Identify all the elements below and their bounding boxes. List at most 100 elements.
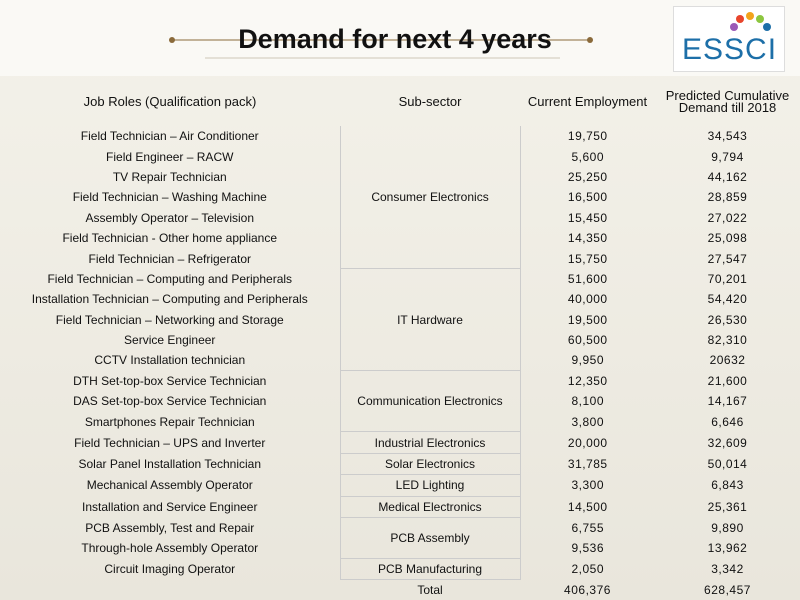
table-row: Field Technician – Refrigerator 15,750 27,…	[0, 248, 800, 268]
sub-sector: PCB Assembly	[339, 517, 521, 559]
current-employment: 5,600	[571, 149, 605, 164]
current-employment: 3,300	[571, 478, 605, 493]
table-row: Circuit Imaging Operator PCB Manufacturin…	[0, 558, 800, 581]
total-predicted: 628,457	[704, 583, 751, 598]
title-bar	[0, 0, 800, 76]
sub-sector: LED Lighting	[339, 474, 521, 497]
predicted-demand: 27,022	[707, 210, 748, 225]
sub-sector: Medical Electronics	[339, 496, 521, 518]
total-row: Total 406,376 628,457	[0, 580, 800, 600]
predicted-demand: 70,201	[707, 271, 748, 286]
current-employment: 14,500	[567, 499, 608, 514]
predicted-demand: 6,646	[711, 414, 744, 429]
current-employment: 14,350	[567, 231, 608, 246]
table-row: Field Technician – Washing Machine 16,500…	[0, 187, 800, 207]
predicted-demand: 50,014	[707, 456, 748, 471]
sub-sector: Consumer Electronics	[339, 126, 521, 270]
job-role: Installation Technician – Computing and …	[31, 292, 308, 307]
table-row: TV Repair Technician 25,250 44,162	[0, 167, 800, 187]
total-current: 406,376	[564, 583, 611, 598]
job-role: Solar Panel Installation Technician	[78, 456, 262, 471]
slide-title: Demand for next 4 years	[238, 24, 552, 54]
job-role: Installation and Service Engineer	[82, 499, 258, 514]
logo-text: ESSCI	[682, 33, 778, 66]
column-header: Predicted Cumulative Demand till 2018	[665, 88, 790, 115]
sub-sector: PCB Manufacturing	[339, 558, 521, 581]
table-row: Mechanical Assembly Operator LED Lighting…	[0, 474, 800, 497]
current-employment: 15,750	[567, 251, 608, 266]
sub-sector: Industrial Electronics	[339, 431, 521, 454]
table-row: Field Technician – UPS and Inverter Indus…	[0, 431, 800, 454]
current-employment: 20,000	[567, 435, 608, 450]
table-row: Smartphones Repair Technician 3,800 6,646	[0, 411, 800, 431]
predicted-demand: 25,098	[707, 231, 748, 246]
predicted-demand: 3,342	[711, 561, 744, 576]
job-role: Field Engineer – RACW	[106, 149, 234, 164]
current-employment: 15,450	[567, 210, 608, 225]
current-employment: 31,785	[567, 456, 608, 471]
job-role: DAS Set-top-box Service Technician	[73, 394, 267, 409]
current-employment: 25,250	[567, 169, 608, 184]
job-role: DTH Set-top-box Service Technician	[73, 373, 267, 388]
sub-sector: IT Hardware	[339, 268, 521, 372]
table-row: Assembly Operator – Television 15,450 27,0…	[0, 208, 800, 228]
total-label: Total	[417, 583, 443, 598]
job-role: PCB Assembly, Test and Repair	[85, 520, 255, 535]
empty-cell	[0, 580, 340, 600]
job-role: Field Technician - Other home appliance	[62, 231, 278, 246]
table-row: Field Technician – Air Conditioner Consum…	[0, 126, 800, 270]
job-role: Assembly Operator – Television	[85, 210, 255, 225]
job-role: Circuit Imaging Operator	[104, 561, 236, 576]
table-row: Field Technician – Networking and Storag…	[0, 310, 800, 330]
job-role: Service Engineer	[124, 333, 216, 348]
job-role: Field Technician – Networking and Storag…	[55, 312, 284, 327]
predicted-demand: 25,361	[707, 499, 748, 514]
current-employment: 9,950	[571, 353, 605, 368]
table-row: CCTV Installation technician 9,950 20632	[0, 350, 800, 370]
job-role: Smartphones Repair Technician	[84, 414, 255, 429]
sub-sector: Communication Electronics	[339, 370, 521, 433]
job-role: Field Technician – Refrigerator	[88, 251, 252, 266]
job-role: TV Repair Technician	[112, 169, 227, 184]
predicted-demand: 14,167	[707, 394, 748, 409]
table-row: Installation Technician – Computing and …	[0, 289, 800, 309]
job-role: Through-hole Assembly Operator	[81, 541, 259, 555]
job-role: Mechanical Assembly Operator	[86, 478, 253, 493]
predicted-demand: 6,843	[711, 478, 744, 493]
table-row: Through-hole Assembly Operator 9,536 13,96…	[0, 538, 800, 558]
predicted-demand: 9,890	[711, 520, 744, 535]
demand-table: Job Roles (Qualification pack) Sub-secto…	[0, 78, 800, 600]
logo: ESSCI	[673, 6, 785, 72]
predicted-demand: 54,420	[707, 292, 748, 307]
table-row: DAS Set-top-box Service Technician 8,100 1…	[0, 391, 800, 411]
current-employment: 6,755	[571, 520, 605, 535]
predicted-demand: 9,794	[711, 149, 744, 164]
predicted-demand: 13,962	[707, 541, 748, 555]
predicted-demand: 32,609	[707, 435, 748, 450]
predicted-demand: 20632	[709, 353, 746, 368]
predicted-demand: 27,547	[707, 251, 748, 266]
current-employment: 2,050	[571, 561, 605, 576]
predicted-demand: 28,859	[707, 190, 748, 205]
predicted-demand: 82,310	[707, 333, 748, 348]
predicted-demand: 21,600	[707, 373, 748, 388]
title-decoration	[169, 37, 593, 59]
table-row: Field Technician – Computing and Periphe…	[0, 268, 800, 372]
predicted-demand: 34,543	[707, 129, 748, 144]
table-row: Field Technician - Other home appliance 1…	[0, 228, 800, 248]
sub-sector: Solar Electronics	[339, 453, 521, 476]
current-employment: 19,750	[567, 129, 608, 144]
table-row: PCB Assembly, Test and Repair PCB Assembl…	[0, 517, 800, 559]
current-employment: 12,350	[567, 373, 608, 388]
table-row: Field Engineer – RACW 5,600 9,794	[0, 146, 800, 166]
current-employment: 60,500	[567, 333, 608, 348]
current-employment: 3,800	[571, 414, 605, 429]
table-row: Solar Panel Installation Technician Solar…	[0, 453, 800, 476]
table-row: Installation and Service Engineer Medical…	[0, 496, 800, 518]
current-employment: 8,100	[571, 394, 605, 409]
logo-figures	[730, 12, 771, 31]
current-employment: 16,500	[567, 190, 608, 205]
job-role: Field Technician – Computing and Periphe…	[47, 271, 293, 286]
current-employment: 9,536	[571, 541, 605, 555]
